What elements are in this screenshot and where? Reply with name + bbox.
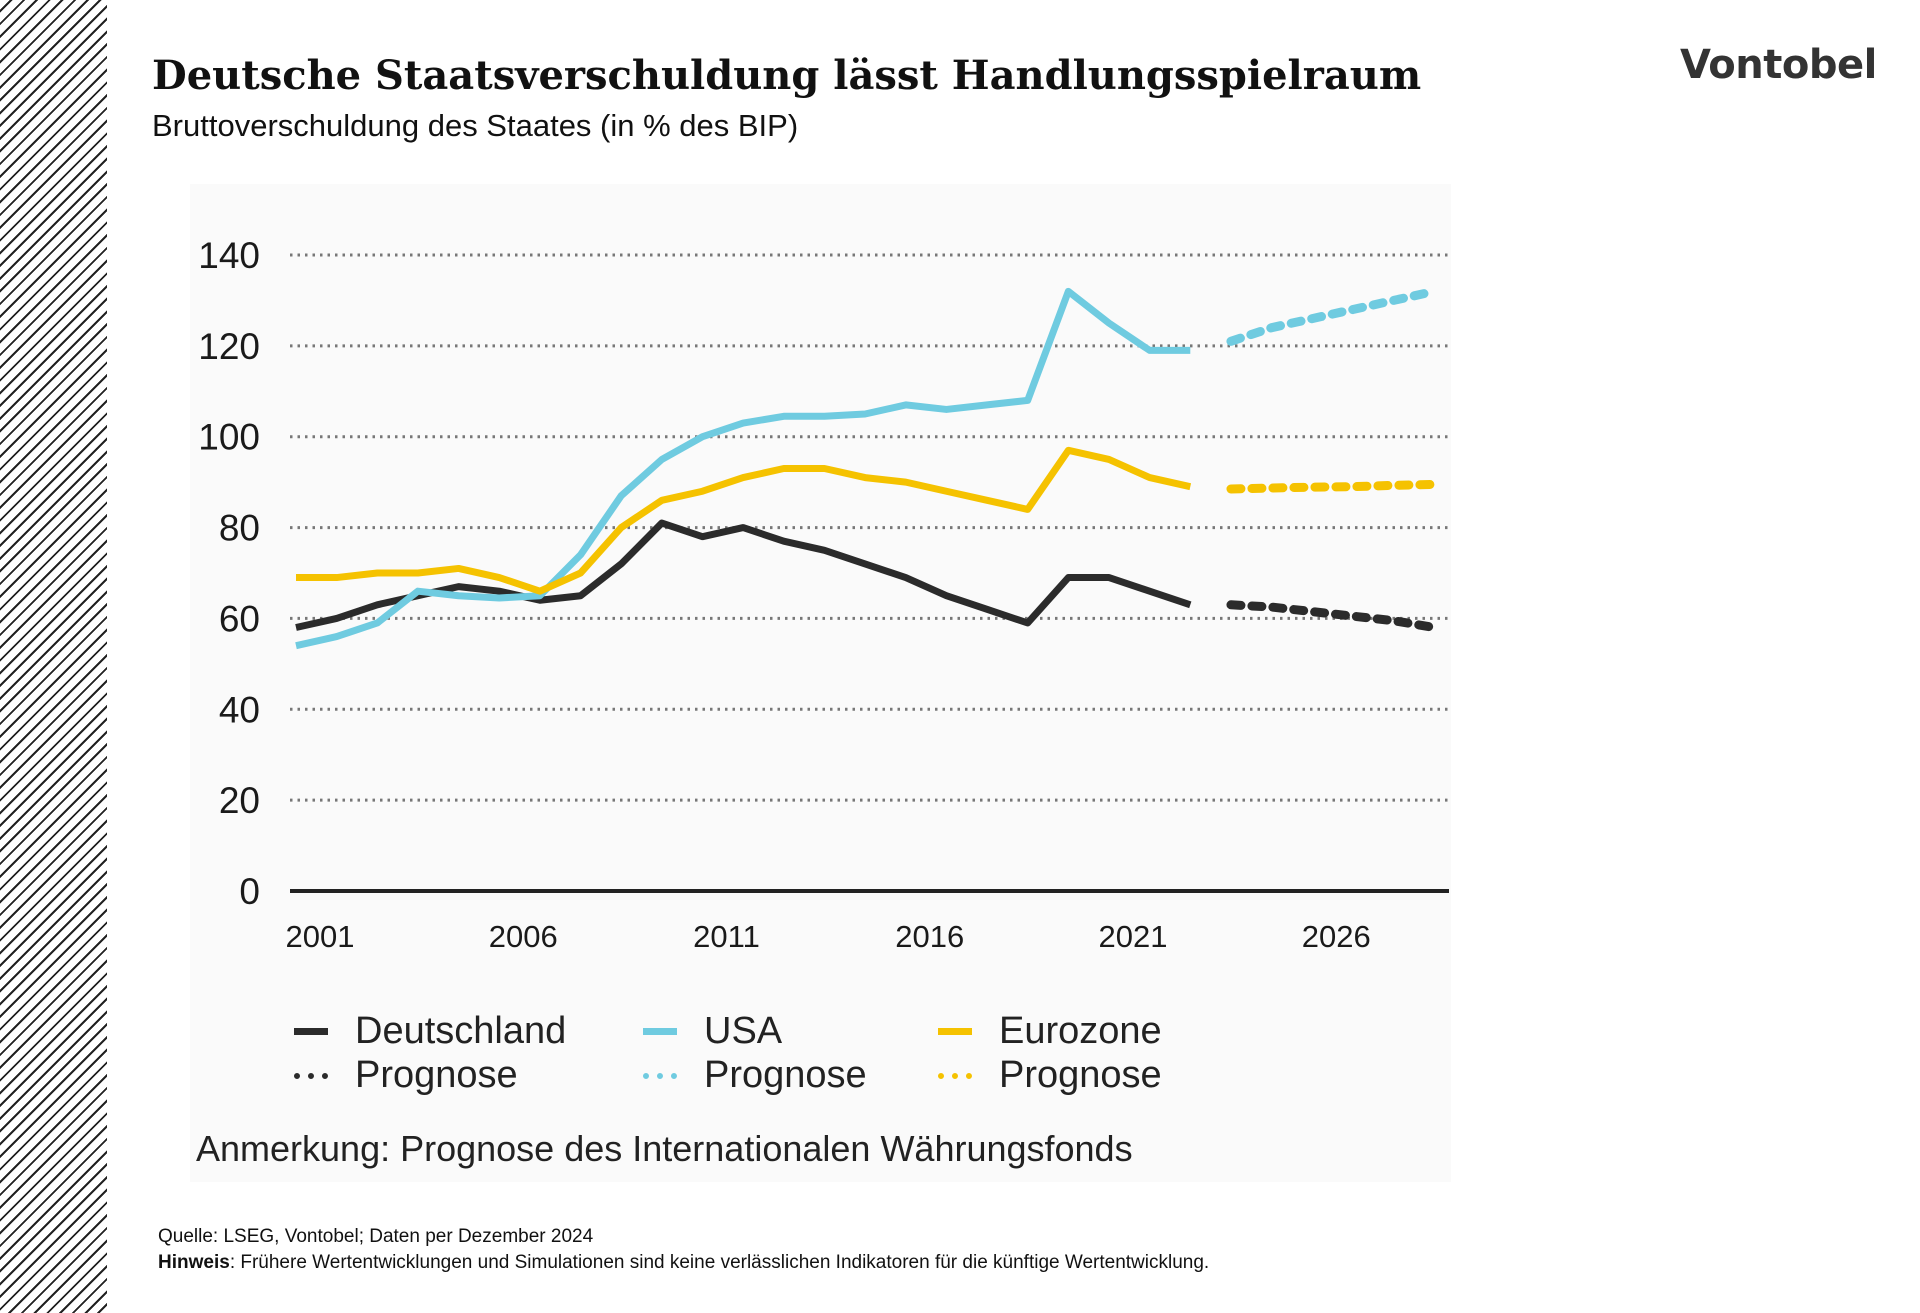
chart-annotation: Anmerkung: Prognose des Internationalen … (196, 1128, 1133, 1169)
series-line-eurozone (296, 446, 1192, 595)
legend-swatch (294, 1072, 328, 1079)
legend-item: Prognose (938, 1054, 1162, 1097)
y-tick-label: 40 (219, 689, 260, 730)
y-tick-label: 100 (198, 417, 260, 458)
legend-item: Prognose (643, 1054, 867, 1097)
legend-item: Prognose (294, 1054, 518, 1097)
x-tick-label: 2001 (286, 919, 355, 954)
vontobel-logo: Vontobel (1680, 42, 1877, 88)
legend-swatch (294, 1028, 328, 1035)
page-subtitle: Bruttoverschuldung des Staates (in % des… (152, 108, 799, 143)
y-tick-label: 140 (198, 235, 260, 276)
source-note: Quelle: LSEG, Vontobel; Daten per Dezemb… (158, 1226, 594, 1247)
y-tick-label: 60 (219, 598, 260, 639)
disclaimer: Hinweis: Frühere Wertentwicklungen und S… (158, 1252, 1209, 1274)
series-line-prognose-forecast (1226, 479, 1439, 494)
y-tick-label: 20 (219, 780, 260, 821)
legend-swatch (643, 1072, 677, 1079)
legend-swatch (643, 1028, 677, 1035)
x-tick-label: 2016 (895, 919, 964, 954)
disclaimer-label: Hinweis (158, 1252, 230, 1273)
series-line-deutschland (295, 519, 1192, 631)
legend-swatch (938, 1028, 972, 1035)
y-tick-label: 80 (219, 508, 260, 549)
legend-label: Eurozone (999, 1010, 1162, 1052)
chart-panel (190, 184, 1451, 1182)
legend-item: USA (643, 1010, 782, 1053)
series-line-prognose-forecast (1226, 600, 1439, 633)
legend-label: Prognose (355, 1054, 518, 1096)
x-tick-label: 2021 (1099, 919, 1168, 954)
y-tick-label: 120 (198, 326, 260, 367)
x-tick-label: 2011 (693, 919, 760, 954)
legend-label: USA (704, 1010, 783, 1052)
x-tick-label: 2026 (1302, 919, 1371, 954)
legend-swatch (938, 1072, 972, 1079)
legend-label: Prognose (999, 1054, 1162, 1096)
decorative-hatch-strip (0, 0, 107, 1313)
series-line-prognose-forecast (1226, 286, 1439, 346)
legend-item: Deutschland (294, 1010, 566, 1053)
y-tick-label: 0 (239, 871, 260, 912)
x-tick-label: 2006 (489, 919, 558, 954)
legend-label: Prognose (704, 1054, 867, 1096)
disclaimer-text: : Frühere Wertentwicklungen und Simulati… (229, 1252, 1210, 1273)
legend-item: Eurozone (938, 1010, 1162, 1053)
page-title: Deutsche Staatsverschuldung lässt Handlu… (152, 52, 1422, 99)
legend-label: Deutschland (355, 1010, 567, 1052)
series-line-usa (295, 287, 1191, 650)
